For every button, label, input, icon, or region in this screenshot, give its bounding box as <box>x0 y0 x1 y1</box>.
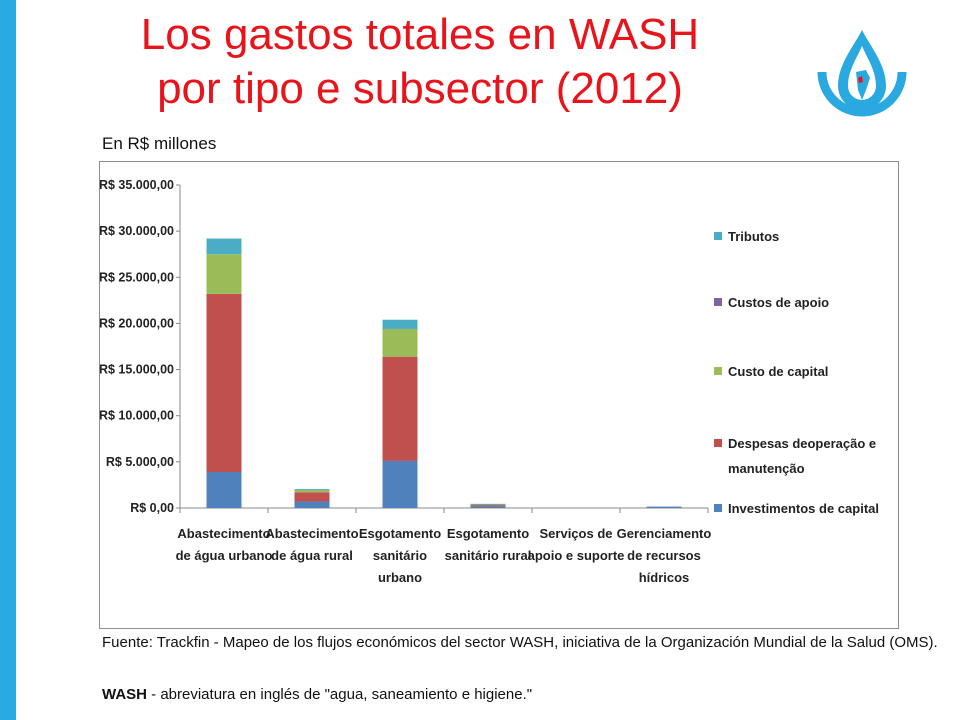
page-title: Los gastos totales en WASH por tipo e su… <box>60 8 780 116</box>
y-tick-label: R$ 0,00 <box>130 501 174 515</box>
wash-note: WASH - abreviatura en inglés de "agua, s… <box>102 686 532 703</box>
legend-label: Investimentos de capital <box>728 501 879 516</box>
bar-segment <box>206 254 242 294</box>
x-category-label: Serviços de apoio e suporte <box>528 526 625 563</box>
bar-segment <box>206 293 242 473</box>
bar-segment <box>470 504 506 507</box>
legend-label: Custos de apoio <box>728 295 829 310</box>
bar-segment <box>206 238 242 255</box>
bar-segment <box>646 506 682 508</box>
wash-note-text: - abreviatura en inglés de "agua, saneam… <box>147 686 533 703</box>
chart-subtitle: En R$ millones <box>102 134 217 153</box>
bar-segment <box>206 472 242 508</box>
legend-swatch <box>714 504 722 512</box>
bar-segment <box>470 506 506 508</box>
bar-segment <box>294 492 330 502</box>
bar-segment <box>382 319 418 329</box>
legend-label: Custo de capital <box>728 364 828 379</box>
x-category-label: Abastecimento de água rural <box>265 526 358 563</box>
x-category-label: Gerenciamento de recursos hídricos <box>617 526 712 585</box>
y-tick-label: R$ 20.000,00 <box>100 316 174 330</box>
bar-segment <box>382 328 418 357</box>
bar-segment <box>470 503 506 505</box>
left-accent-bar <box>0 0 16 720</box>
x-category-label: Abastecimento de água urbano <box>176 526 273 563</box>
x-category-label: Esgotamento sanitário rural <box>445 526 532 563</box>
title-line-1: Los gastos totales en WASH <box>140 10 700 59</box>
y-tick-label: R$ 5.000,00 <box>106 455 174 469</box>
y-tick-label: R$ 15.000,00 <box>100 363 174 377</box>
legend-swatch <box>714 298 722 306</box>
bar-segment <box>382 356 418 461</box>
legend-label: Despesas deoperação e manutenção <box>728 436 876 476</box>
stacked-bar-chart: R$ 0,00 R$ 5.000,00 R$ 10.000,00 R$ 15.000,… <box>100 178 879 585</box>
bar-segment <box>294 489 330 491</box>
bar-segment <box>382 460 418 508</box>
legend-label: Tributos <box>728 229 779 244</box>
title-line-2: por tipo e subsector (2012) <box>157 64 683 113</box>
y-tick-label: R$ 35.000,00 <box>100 178 174 192</box>
y-tick-label: R$ 10.000,00 <box>100 409 174 423</box>
water-drop-globe-logo <box>817 30 907 117</box>
legend-swatch <box>714 439 722 447</box>
legend-swatch <box>714 232 722 240</box>
source-note: Fuente: Trackfin - Mapeo de los flujos e… <box>102 634 938 651</box>
bar-segment <box>294 501 330 508</box>
y-tick-label: R$ 30.000,00 <box>100 224 174 238</box>
x-category-label: Esgotamento sanitário urbano <box>359 526 441 585</box>
chart-area: R$ 0,00 R$ 5.000,00 R$ 10.000,00 R$ 15.000,… <box>99 161 899 629</box>
y-tick-label: R$ 25.000,00 <box>100 270 174 284</box>
legend-swatch <box>714 367 722 375</box>
bar-segment <box>294 490 330 493</box>
wash-note-term: WASH <box>102 686 147 703</box>
